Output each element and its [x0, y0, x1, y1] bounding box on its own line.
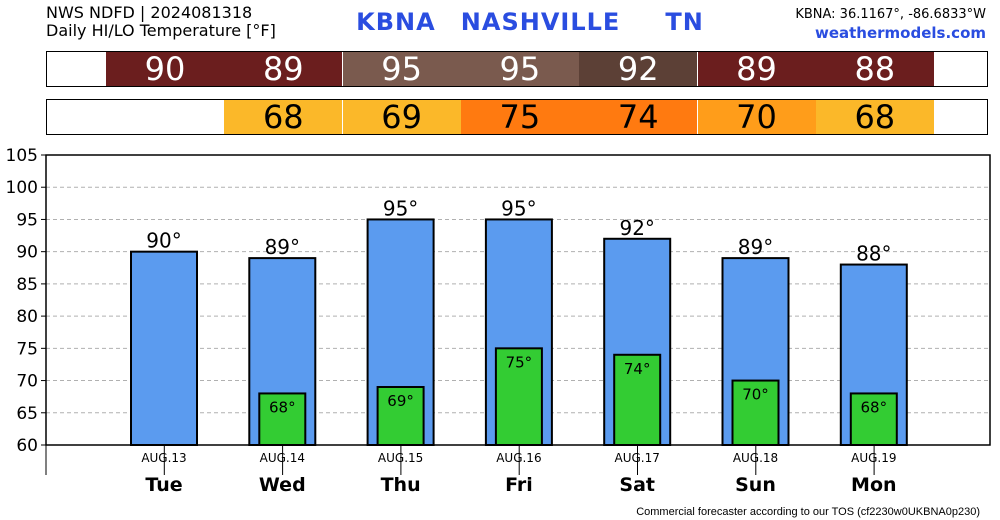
low-temp-label: 75° — [506, 353, 533, 371]
station-coords: KBNA: 36.1167°, -86.6833°W — [795, 7, 986, 22]
y-tick-label: 70 — [16, 372, 38, 392]
x-day-label: Fri — [505, 474, 533, 496]
high-temp-label: 88° — [856, 242, 891, 266]
y-tick-label: 95 — [16, 210, 38, 230]
x-date-label: AUG.15 — [378, 451, 423, 465]
site-link[interactable]: weathermodels.com — [814, 24, 986, 42]
y-tick-label: 60 — [16, 436, 38, 456]
low-temp-bar — [731, 379, 780, 446]
x-day-label: Thu — [381, 474, 421, 496]
high-temp-label: 92° — [619, 216, 654, 240]
high-temp-cell: 89 — [224, 52, 343, 86]
high-temp-cell: 89 — [697, 52, 816, 86]
low-temp-cell: 74 — [579, 100, 698, 134]
high-temp-cell: 95 — [342, 52, 461, 86]
x-day-label: Mon — [851, 474, 897, 496]
high-temp-cell: 90 — [106, 52, 224, 86]
x-date-label: AUG.18 — [733, 451, 778, 465]
low-temp-bar — [613, 353, 662, 446]
high-temp-label: 89° — [738, 235, 773, 259]
header-left: NWS NDFD | 2024081318 Daily HI/LO Temper… — [46, 4, 276, 40]
low-temp-label: 74° — [624, 360, 651, 378]
low-temp-strip: 68 69 75 74 70 68 — [46, 99, 988, 135]
high-temp-cell: 95 — [460, 52, 579, 86]
x-day-label: Sat — [619, 474, 655, 496]
low-temp-bar — [494, 347, 543, 447]
low-temp-bar — [258, 392, 307, 447]
header-right: KBNA: 36.1167°, -86.6833°W weathermodels… — [795, 6, 986, 42]
low-temp-label: 70° — [742, 386, 769, 404]
low-temp-cell: 70 — [697, 100, 816, 134]
x-day-label: Sun — [735, 474, 776, 496]
high-temp-strip: 90 89 95 95 92 89 88 — [46, 51, 988, 87]
high-temp-cell: 88 — [815, 52, 934, 86]
high-temp-label: 95° — [501, 196, 536, 220]
footer-note: Commercial forecaster according to our T… — [636, 506, 980, 518]
x-date-label: AUG.17 — [615, 451, 660, 465]
high-temp-label: 95° — [383, 196, 418, 220]
low-temp-cell: 69 — [342, 100, 461, 134]
chart-subtitle: Daily HI/LO Temperature [°F] — [46, 21, 276, 40]
y-tick-label: 65 — [16, 404, 38, 424]
high-temp-cell: 92 — [579, 52, 698, 86]
low-temp-cell: 75 — [460, 100, 579, 134]
y-tick-label: 85 — [16, 275, 38, 295]
high-temp-label: 89° — [265, 235, 300, 259]
x-date-label: AUG.16 — [496, 451, 541, 465]
low-temp-bar — [849, 392, 898, 447]
y-tick-label: 90 — [16, 243, 38, 263]
high-temp-bar — [130, 250, 198, 446]
low-temp-cell: 68 — [815, 100, 934, 134]
x-date-label: AUG.14 — [260, 451, 305, 465]
low-temp-cell — [106, 100, 224, 134]
source-line: NWS NDFD | 2024081318 — [46, 3, 253, 22]
high-temp-label: 90° — [146, 229, 181, 253]
y-tick-label: 75 — [16, 339, 38, 359]
y-tick-label: 80 — [16, 307, 38, 327]
low-temp-bar — [376, 386, 425, 446]
x-day-label: Wed — [259, 474, 306, 496]
y-tick-label: 105 — [6, 146, 38, 166]
low-temp-label: 68° — [861, 398, 888, 416]
low-temp-label: 68° — [269, 398, 296, 416]
x-date-label: AUG.19 — [851, 451, 896, 465]
low-temp-label: 69° — [387, 392, 414, 410]
y-tick-label: 100 — [6, 178, 38, 198]
low-temp-cell: 68 — [224, 100, 343, 134]
x-day-label: Tue — [145, 474, 182, 496]
x-date-label: AUG.13 — [141, 451, 186, 465]
